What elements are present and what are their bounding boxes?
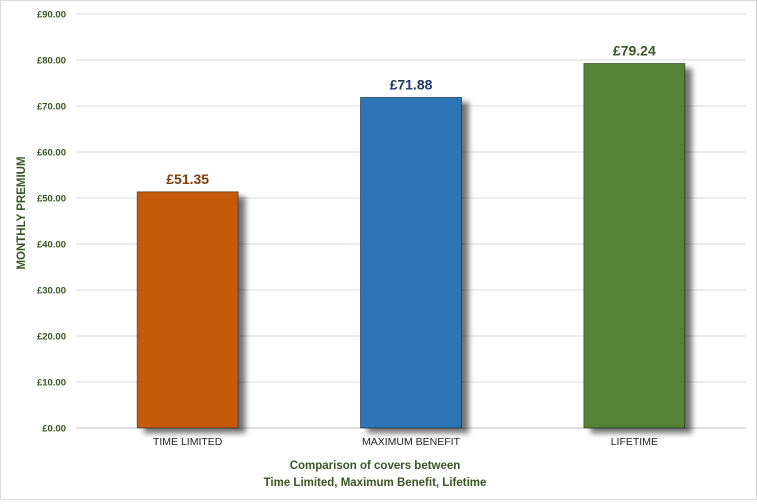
x-tick-label: TIME LIMITED	[153, 436, 223, 448]
bar-value-label: £79.24	[613, 42, 656, 58]
x-axis-title-line-2: Time Limited, Maximum Benefit, Lifetime	[264, 477, 487, 489]
bar-value-labels: £51.35 £71.88 £79.24	[166, 42, 656, 186]
y-tick-label: £0.00	[42, 424, 66, 435]
bar-maximum-benefit	[360, 96, 462, 429]
x-tick-label: MAXIMUM BENEFIT	[362, 436, 461, 448]
y-axis-title: MONTHLY PREMIUM	[16, 156, 28, 269]
y-tick-label: £90.00	[37, 10, 66, 21]
x-tick-label: LIFETIME	[611, 436, 658, 448]
y-axis-ticks: £0.00 £10.00 £20.00 £30.00 £40.00 £50.00 £60.0…	[37, 10, 66, 435]
bar-time-limited	[136, 191, 239, 429]
y-tick-label: £10.00	[37, 378, 66, 389]
y-tick-label: £50.00	[37, 194, 66, 205]
y-tick-label: £60.00	[37, 148, 66, 159]
y-tick-label: £40.00	[37, 240, 66, 251]
y-tick-label: £20.00	[37, 332, 66, 343]
bar-value-label: £71.88	[390, 76, 433, 92]
bars	[136, 63, 686, 429]
y-tick-label: £70.00	[37, 102, 66, 113]
x-axis-ticks: TIME LIMITED MAXIMUM BENEFIT LIFETIME	[153, 436, 658, 448]
y-tick-label: £80.00	[37, 56, 66, 67]
bar-lifetime	[583, 63, 686, 429]
y-tick-label: £30.00	[37, 286, 66, 297]
x-axis-title-line-1: Comparison of covers between	[290, 460, 461, 472]
bar-value-label: £51.35	[166, 171, 209, 187]
